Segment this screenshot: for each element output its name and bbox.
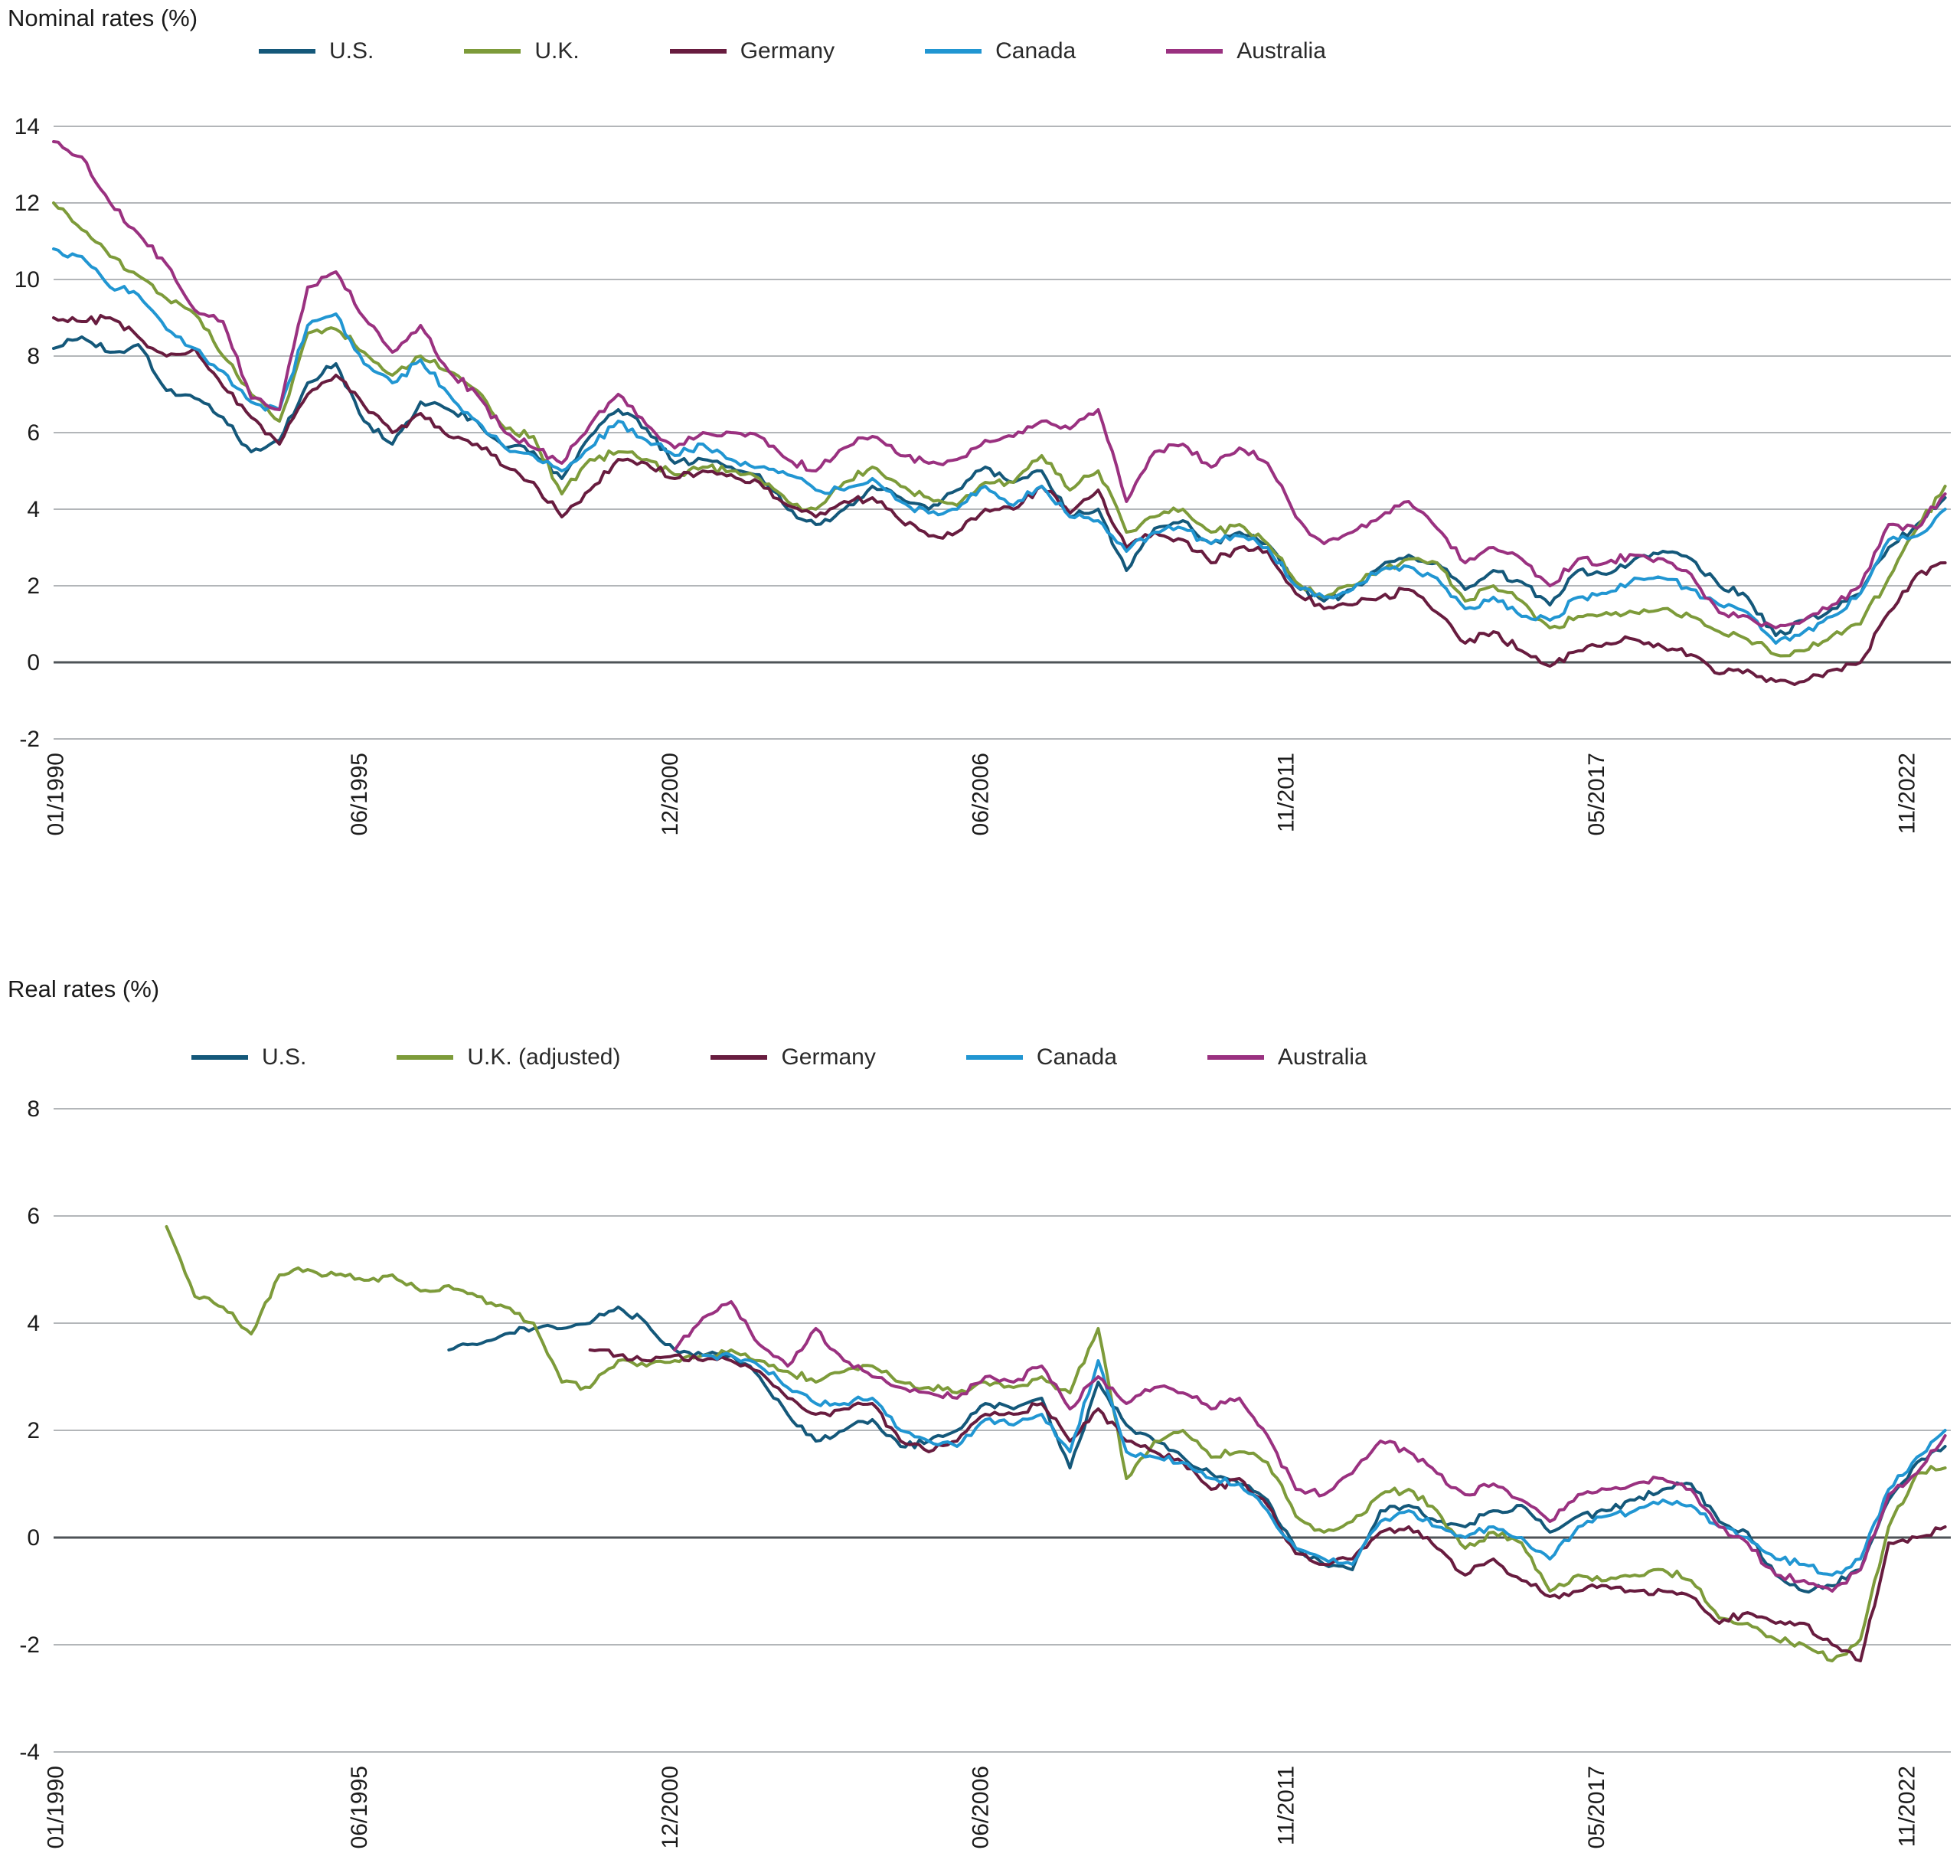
legend-label-canada: Canada <box>1036 1044 1117 1070</box>
y-tick-label: -2 <box>19 1633 40 1658</box>
series-line-australia <box>673 1300 1947 1593</box>
x-tick-label: 05/2017 <box>1584 1766 1609 1848</box>
x-tick-label: 11/2011 <box>1273 753 1298 832</box>
x-tick-label: 12/2000 <box>658 753 683 835</box>
y-tick-label: 4 <box>27 497 40 522</box>
series-line-australia <box>52 140 1947 629</box>
x-tick-label: 05/2017 <box>1584 753 1609 835</box>
y-tick-label: 8 <box>27 1097 40 1122</box>
legend-item-u-k: U.K. <box>464 38 580 64</box>
legend-item-germany: Germany <box>710 1044 876 1070</box>
series-line-u-s <box>52 335 1947 637</box>
y-tick-label: 14 <box>15 114 40 139</box>
series-line-germany <box>588 1348 1947 1662</box>
y-tick-label: 4 <box>27 1311 40 1336</box>
y-tick-label: 6 <box>27 420 40 446</box>
legend-label-germany: Germany <box>781 1044 876 1070</box>
y-tick-label: 0 <box>27 650 40 675</box>
nominal-chart-title: Nominal rates (%) <box>8 5 198 31</box>
legend-label-u-k: U.K. <box>534 38 580 64</box>
y-tick-label: 2 <box>27 574 40 599</box>
u-s-line-swatch <box>191 1055 248 1060</box>
x-tick-label: 11/2011 <box>1273 1766 1298 1845</box>
y-tick-label: 12 <box>15 191 40 216</box>
series-line-canada <box>701 1351 1947 1577</box>
legend-item-australia: Australia <box>1166 38 1326 64</box>
y-tick-label: 10 <box>15 267 40 293</box>
legend-label-germany: Germany <box>740 38 835 64</box>
legend-item-canada: Canada <box>925 38 1076 64</box>
y-tick-label: -4 <box>19 1740 40 1765</box>
x-tick-label: 11/2022 <box>1895 1766 1920 1847</box>
u-k-line-swatch <box>464 49 521 54</box>
legend-item-u-k-adjusted: U.K. (adjusted) <box>397 1044 620 1070</box>
legend-label-canada: Canada <box>995 38 1076 64</box>
u-k-adjusted-line-swatch <box>397 1055 454 1060</box>
real-rates-chart-section: Real rates (%) U.S. U.K. (adjusted) German… <box>0 971 1960 1876</box>
legend-item-germany: Germany <box>669 38 835 64</box>
australia-line-swatch <box>1207 1055 1264 1060</box>
australia-line-swatch <box>1166 49 1223 54</box>
legend-label-u-s: U.S. <box>329 38 374 64</box>
series-line-canada <box>52 247 1947 645</box>
y-tick-label: -2 <box>19 727 40 752</box>
real-chart-title: Real rates (%) <box>8 976 160 1002</box>
y-tick-label: 6 <box>27 1204 40 1229</box>
x-tick-label: 11/2022 <box>1895 753 1920 834</box>
germany-line-swatch <box>710 1055 768 1060</box>
canada-line-swatch <box>965 1055 1023 1060</box>
legend-label-australia: Australia <box>1277 1044 1367 1070</box>
legend-item-u-s: U.S. <box>259 38 374 64</box>
legend-item-australia: Australia <box>1207 1044 1367 1070</box>
x-tick-label: 01/1990 <box>43 753 68 835</box>
x-tick-label: 06/1995 <box>347 753 372 835</box>
x-tick-label: 12/2000 <box>658 1766 683 1848</box>
u-s-line-swatch <box>259 49 315 54</box>
series-line-u-k-adjusted <box>165 1225 1947 1662</box>
canada-line-swatch <box>925 49 982 54</box>
nominal-rates-plot: 14 12 10 8 6 4 2 0 -201/1990 06/1995 12/2000 06/200… <box>15 114 1951 835</box>
series-line-u-k <box>52 201 1947 658</box>
series-line-u-s <box>447 1306 1947 1594</box>
legend-label-u-s: U.S. <box>262 1044 307 1070</box>
legend-label-u-k-adjusted: U.K. (adjusted) <box>467 1044 621 1070</box>
legend-label-australia: Australia <box>1236 38 1326 64</box>
x-tick-label: 06/2006 <box>968 753 993 835</box>
y-tick-label: 8 <box>27 344 40 369</box>
x-tick-label: 06/1995 <box>347 1766 372 1848</box>
nominal-rates-chart-section: Nominal rates (%) U.S. U.K. Germany Canada A… <box>8 5 1951 835</box>
series-line-germany <box>52 314 1947 686</box>
y-tick-label: 0 <box>27 1525 40 1551</box>
real-chart-legend: U.S. U.K. (adjusted) Germany Canada Australi… <box>191 1044 1367 1070</box>
legend-item-canada: Canada <box>965 1044 1117 1070</box>
germany-line-swatch <box>669 49 727 54</box>
x-tick-label: 06/2006 <box>968 1766 993 1848</box>
legend-item-u-s: U.S. <box>191 1044 306 1070</box>
y-tick-label: 2 <box>27 1418 40 1443</box>
x-tick-label: 01/1990 <box>43 1766 68 1848</box>
real-rates-plot: 8 6 4 2 0 -2 -401/1990 06/1995 12/2000 06/2006 11/… <box>19 1097 1951 1848</box>
nominal-chart-legend: U.S. U.K. Germany Canada Australia <box>259 38 1326 64</box>
